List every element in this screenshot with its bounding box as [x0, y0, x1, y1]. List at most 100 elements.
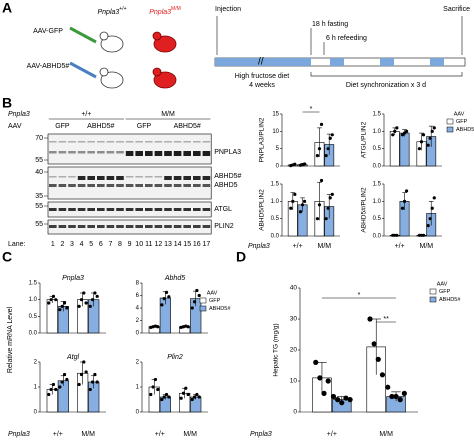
data-point: [84, 301, 88, 305]
blot-strip: [47, 133, 212, 165]
blot-band: [106, 176, 115, 180]
data-point: [167, 395, 171, 399]
data-point: [149, 392, 153, 397]
genotype-group: +/+: [293, 243, 303, 250]
blot-band: [125, 176, 134, 178]
blot-band: [125, 225, 134, 228]
y-tick-label: 1: [34, 385, 38, 391]
data-point: [319, 122, 324, 126]
blot-band: [135, 141, 143, 143]
blot-genotype: M/M: [161, 111, 175, 118]
data-point: [58, 308, 62, 312]
blot-band: [135, 184, 143, 187]
data-point: [302, 199, 307, 203]
y-tick-label: 0.0: [271, 234, 280, 240]
data-point: [192, 300, 197, 304]
blot-band: [202, 225, 211, 228]
y-tick-label: 8: [136, 281, 140, 287]
blot-band: [183, 208, 191, 211]
blot-band: [135, 151, 143, 156]
blot-band: [49, 176, 57, 178]
lane-number: 6: [99, 241, 103, 248]
blot-band: [58, 151, 67, 154]
panel-label: B: [2, 95, 12, 111]
band-label: PNPLA3: [214, 149, 241, 156]
lane-number: 13: [164, 241, 172, 248]
lane-number: 8: [118, 241, 122, 248]
blot-band: [106, 208, 115, 211]
data-point: [339, 400, 345, 406]
data-point: [317, 375, 323, 381]
data-point: [62, 372, 67, 377]
data-point: [326, 147, 330, 151]
legend-label: GFP: [439, 289, 451, 295]
genotype-heading: Pnpla3+/+: [97, 6, 126, 16]
data-point: [162, 395, 166, 399]
blot-band: [97, 184, 105, 187]
blot-band: [183, 176, 191, 180]
blot-band: [77, 208, 86, 211]
lane-number: 3: [70, 241, 74, 248]
data-point: [47, 301, 51, 305]
data-point: [421, 233, 426, 237]
data-point: [302, 162, 307, 166]
blot-band: [106, 151, 115, 154]
blot-band: [164, 184, 172, 187]
blot-band: [49, 151, 57, 154]
data-point: [54, 387, 58, 392]
data-point: [426, 224, 430, 228]
blot-band: [145, 184, 153, 187]
blot-band: [97, 151, 105, 154]
blot-band: [135, 176, 143, 178]
blot-band: [183, 184, 191, 187]
blot-band: [193, 141, 201, 143]
timeline-label: Injection: [215, 6, 241, 13]
blot-band: [164, 141, 172, 143]
blot-band: [154, 176, 163, 178]
legend-swatch: [199, 297, 207, 304]
blot-band: [154, 225, 163, 228]
legend-label: GFP: [209, 298, 221, 304]
data-point: [77, 382, 81, 387]
data-point: [321, 390, 327, 396]
data-point: [179, 396, 183, 400]
data-point: [343, 395, 349, 401]
blot-band: [173, 208, 182, 211]
blot-band: [116, 225, 124, 228]
lane-number: 5: [89, 241, 93, 248]
sig-label: *: [358, 292, 361, 299]
legend-title: AAV: [207, 290, 218, 296]
genotype-group: M/M: [420, 243, 434, 250]
lane-number: 17: [203, 241, 211, 248]
lane-number: 16: [193, 241, 201, 248]
gene: Pnpla3: [97, 9, 119, 16]
blot-band: [49, 184, 57, 187]
lane-number: 12: [155, 241, 163, 248]
vector-label: AAV-GFP: [33, 28, 63, 35]
data-point: [428, 136, 432, 140]
data-point: [317, 203, 322, 207]
band-label: ATGL: [214, 206, 232, 213]
data-point: [326, 206, 330, 210]
data-point: [347, 397, 353, 403]
blot-band: [58, 176, 67, 178]
genotype-gene: Pnpla3: [250, 431, 272, 438]
blot-band: [87, 176, 95, 180]
data-point: [167, 295, 171, 299]
timeline-label: 6 h refeeding: [326, 35, 367, 42]
data-point: [315, 154, 320, 158]
blot-band: [164, 176, 172, 180]
data-point: [192, 395, 197, 399]
y-tick-label: 0.5: [29, 314, 38, 320]
y-tick-label: 1.0: [373, 199, 382, 205]
y-tick-label: 1.0: [29, 297, 38, 303]
blot-band: [116, 184, 124, 187]
y-axis-label: ABHD5/PLIN2: [259, 189, 266, 231]
y-tick-label: 1.5: [29, 281, 38, 287]
data-point: [164, 392, 169, 397]
y-tick-label: 1.5: [373, 182, 382, 188]
blot-band: [145, 141, 153, 143]
blot-band: [135, 225, 143, 228]
data-point: [328, 136, 332, 140]
